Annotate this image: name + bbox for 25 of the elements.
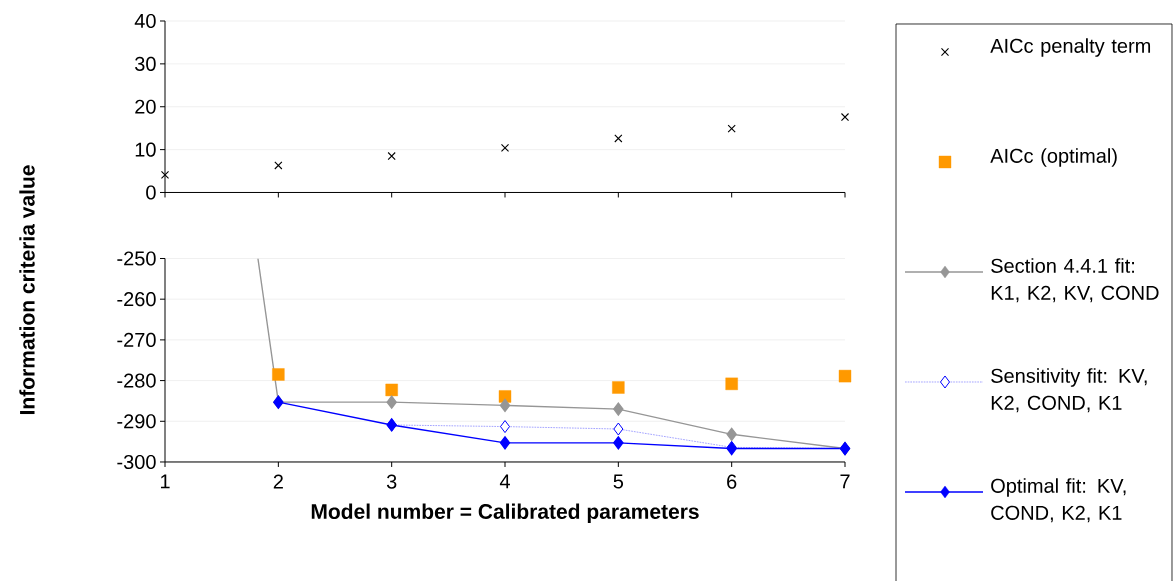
- x-tick-label: 1: [160, 474, 170, 489]
- legend-label: Section 4.4.1 fit: K1, K2, KV, COND: [991, 258, 1159, 303]
- y-tick-label: 20: [135, 99, 156, 114]
- y-tick-label: -250: [117, 251, 156, 266]
- legend-label: AICc (optimal): [990, 148, 1117, 167]
- y-tick-label: -270: [117, 332, 156, 347]
- y-tick-label: 30: [135, 56, 156, 71]
- x-tick-label: 6: [727, 474, 737, 489]
- y-tick-label: 40: [134, 13, 156, 29]
- x-tick-label: 5: [613, 474, 624, 489]
- y-tick-label: 0: [146, 185, 156, 200]
- y-tick-label: -260: [117, 292, 156, 307]
- x-tick-label: 4: [499, 474, 510, 489]
- legend-label: Sensitivity fit: KV, K2, COND, K1: [991, 368, 1147, 413]
- legend-label: Optimal fit: KV, COND, K2, K1: [991, 478, 1126, 523]
- y-tick-label: -300: [117, 454, 156, 470]
- y-tick-label: 10: [135, 142, 156, 157]
- y-tick-label: -290: [117, 414, 156, 429]
- x-tick-label: 7: [840, 474, 850, 489]
- y-axis-title: Information criteria value: [19, 165, 35, 415]
- x-axis-title: Model number = Calibrated parameters: [311, 503, 699, 524]
- legend-label: AICc penalty term: [990, 38, 1151, 57]
- x-tick-label: 2: [273, 474, 283, 489]
- y-tick-label: -280: [117, 373, 156, 388]
- x-tick-label: 3: [386, 474, 397, 489]
